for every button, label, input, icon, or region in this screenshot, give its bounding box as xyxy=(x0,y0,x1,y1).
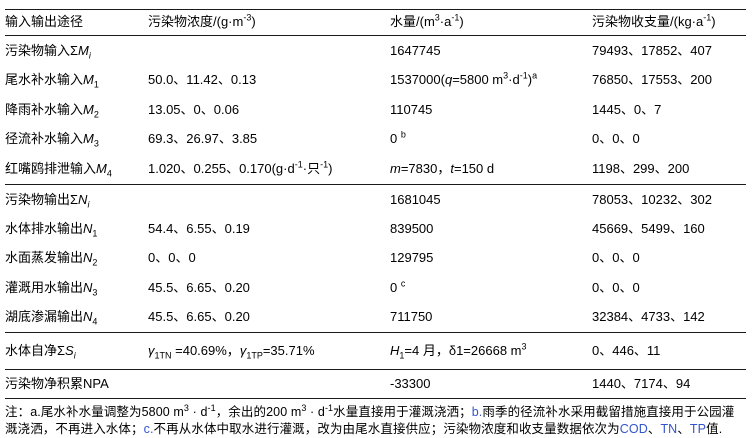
budget-cell: 0、446、11 xyxy=(592,342,661,358)
budget-cell: 78053、10232、302 xyxy=(592,191,712,207)
table-row-water-drainage-output: 水体排水输出N1 54.4、6.55、0.19 839500 45669、549… xyxy=(5,214,746,243)
table-row-self-purification: 水体自净ΣSi γ1TN =40.69%，γ1TP=35.71% H1=4 月，… xyxy=(5,333,746,369)
table-row-net-accumulation-npa: 污染物净积累NPA -33300 1440、7174、94 xyxy=(5,370,746,398)
row-label: 污染物输入ΣMi xyxy=(5,42,91,61)
budget-cell: 1445、0、7 xyxy=(592,101,662,117)
budget-cell: 76850、17553、200 xyxy=(592,72,712,88)
concentration-cell: 54.4、6.55、0.19 xyxy=(148,220,250,236)
header-section: 输入输出途径 污染物浓度/(g·m-3) 水量/(m3·a-1) 污染物收支量/… xyxy=(5,10,746,36)
water-volume-cell: 1647745 xyxy=(390,42,441,58)
row-label: 红嘴鸥排泄输入M4 xyxy=(5,161,112,179)
water-volume-cell: 1681045 xyxy=(390,191,441,207)
row-label: 灌溉用水输出N3 xyxy=(5,279,98,298)
concentration-cell: γ1TN =40.69%，γ1TP=35.71% xyxy=(148,342,315,361)
column-header-budget: 污染物收支量/(kg·a-1) xyxy=(592,13,716,30)
row-label: 尾水补水输入M1 xyxy=(5,72,99,90)
water-volume-cell: 110745 xyxy=(390,101,433,117)
concentration-cell: 1.020、0.255、0.170(g·d-1·只-1) xyxy=(148,159,333,177)
concentration-cell: 13.05、0、0.06 xyxy=(148,101,240,117)
column-header-concentration: 污染物浓度/(g·m-3) xyxy=(148,13,256,30)
budget-cell: 1198、299、200 xyxy=(592,161,690,177)
budget-table: 输入输出途径 污染物浓度/(g·m-3) 水量/(m3·a-1) 污染物收支量/… xyxy=(5,9,746,399)
input-section: 污染物输入ΣMi 1647745 79493、17852、407 尾水补水输入M… xyxy=(5,36,746,185)
budget-cell: 1440、7174、94 xyxy=(592,375,691,391)
row-label: 污染物输出ΣNi xyxy=(5,191,90,210)
concentration-cell: 50.0、11.42、0.13 xyxy=(148,72,257,88)
output-section: 污染物输出ΣNi 1681045 78053、10232、302 水体排水输出N… xyxy=(5,185,746,333)
row-label: 湖底渗漏输出N4 xyxy=(5,309,98,327)
table-row-lakebed-seepage-output: 湖底渗漏输出N4 45.5、6.65、0.20 711750 32384、473… xyxy=(5,303,746,332)
budget-cell: 45669、5499、160 xyxy=(592,220,705,236)
row-label: 水体自净ΣSi xyxy=(5,342,76,361)
table-row-pollutant-input-total: 污染物输入ΣMi 1647745 79493、17852、407 xyxy=(5,36,746,66)
table-row-evaporation-output: 水面蒸发输出N2 0、0、0 129795 0、0、0 xyxy=(5,244,746,273)
row-label: 降雨补水输入M2 xyxy=(5,101,99,120)
budget-cell: 0、0、0 xyxy=(592,279,640,295)
table-row-rainfall-supply-input: 降雨补水输入M2 13.05、0、0.06 110745 1445、0、7 xyxy=(5,95,746,125)
water-volume-cell: H1=4 月，δ1=26668 m3 xyxy=(390,341,527,361)
water-volume-cell: 839500 xyxy=(390,220,434,236)
budget-cell: 0、0、0 xyxy=(592,250,640,266)
table-header-row: 输入输出途径 污染物浓度/(g·m-3) 水量/(m3·a-1) 污染物收支量/… xyxy=(5,10,746,35)
water-volume-cell: 0 b xyxy=(390,130,406,147)
budget-cell: 79493、17852、407 xyxy=(592,42,712,58)
concentration-cell: 45.5、6.65、0.20 xyxy=(148,279,250,295)
self-purification-section: 水体自净ΣSi γ1TN =40.69%，γ1TP=35.71% H1=4 月，… xyxy=(5,333,746,370)
table-row-tailwater-supply-input: 尾水补水输入M1 50.0、11.42、0.13 1537000(q=5800 … xyxy=(5,66,746,96)
row-label: 径流补水输入M3 xyxy=(5,131,99,150)
water-volume-cell: 1537000(q=5800 m3·d-1)a xyxy=(390,70,538,88)
column-header-water-volume: 水量/(m3·a-1) xyxy=(390,13,464,30)
column-header-pathway: 输入输出途径 xyxy=(5,14,84,30)
water-volume-cell: 711750 xyxy=(390,309,433,325)
water-volume-cell: m=7830，t=150 d xyxy=(390,161,495,177)
npa-section: 污染物净积累NPA -33300 1440、7174、94 xyxy=(5,370,746,399)
table-row-gull-excretion-input: 红嘴鸥排泄输入M4 1.020、0.255、0.170(g·d-1·只-1) m… xyxy=(5,154,746,184)
concentration-cell: 45.5、6.65、0.20 xyxy=(148,309,250,325)
water-volume-cell: -33300 xyxy=(390,375,431,391)
water-volume-cell: 0 c xyxy=(390,278,406,295)
concentration-cell: 0、0、0 xyxy=(148,250,196,266)
row-label: 污染物净积累NPA xyxy=(5,375,109,391)
budget-cell: 32384、4733、142 xyxy=(592,309,705,325)
water-volume-cell: 129795 xyxy=(390,250,434,266)
table-row-pollutant-output-total: 污染物输出ΣNi 1681045 78053、10232、302 xyxy=(5,185,746,214)
row-label: 水面蒸发输出N2 xyxy=(5,250,98,268)
table-row-runoff-supply-input: 径流补水输入M3 69.3、26.97、3.85 0 b 0、0、0 xyxy=(5,125,746,155)
budget-cell: 0、0、0 xyxy=(592,131,640,147)
row-label: 水体排水输出N1 xyxy=(5,220,98,239)
table-row-irrigation-output: 灌溉用水输出N3 45.5、6.65、0.20 0 c 0、0、0 xyxy=(5,273,746,302)
concentration-cell: 69.3、26.97、3.85 xyxy=(148,131,258,147)
table-footnote: 注：a.尾水补水量调整为5800 m3 · d-1，余出的200 m3 · d-… xyxy=(5,402,735,436)
